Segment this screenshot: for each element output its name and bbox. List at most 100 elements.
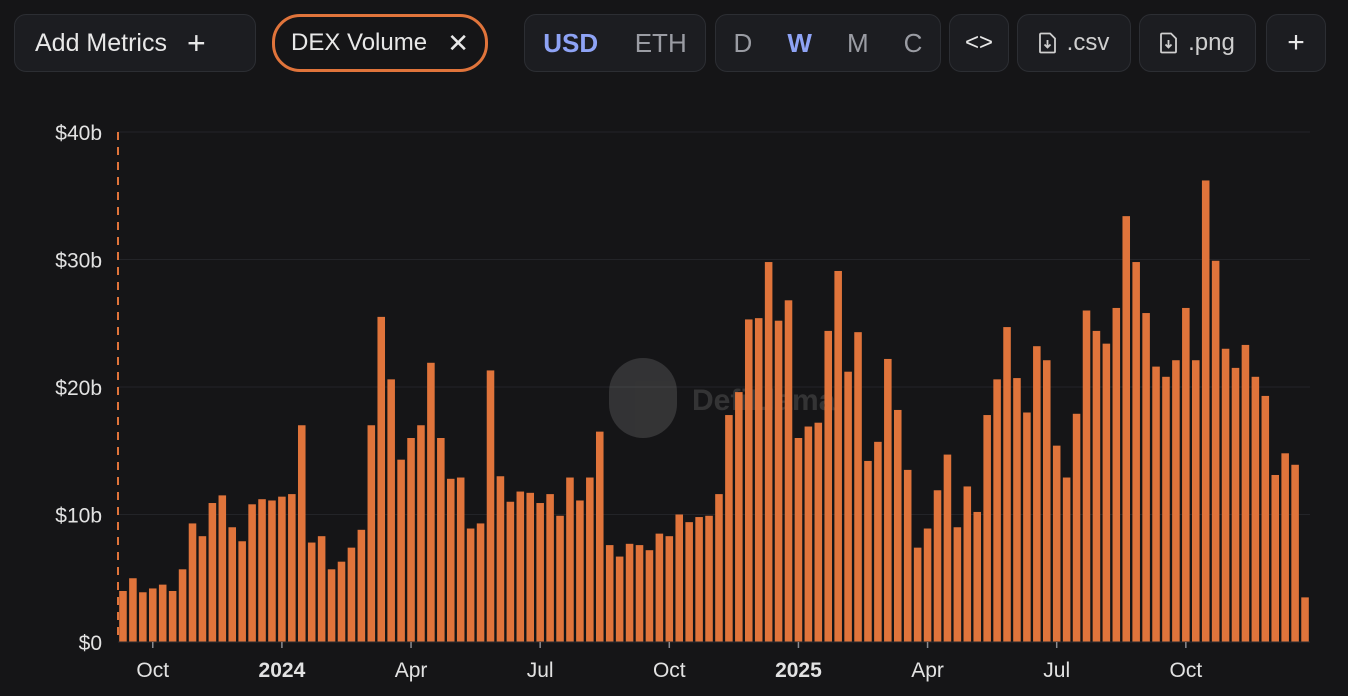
bar[interactable] [238, 541, 246, 642]
bar[interactable] [208, 503, 217, 642]
currency-option-usd[interactable]: USD [543, 27, 599, 58]
bar[interactable] [248, 504, 256, 642]
bar[interactable] [943, 454, 952, 642]
bar[interactable] [1033, 346, 1041, 642]
bar[interactable] [446, 478, 455, 642]
bar[interactable] [506, 501, 515, 642]
bar[interactable] [516, 491, 525, 642]
bar[interactable] [1112, 307, 1121, 642]
bar[interactable] [913, 547, 922, 642]
bar[interactable] [357, 529, 366, 642]
bar[interactable] [417, 425, 425, 642]
bar[interactable] [168, 591, 177, 642]
metric-chip-dex-volume[interactable]: DEX Volume ✕ [272, 14, 488, 72]
bar[interactable] [903, 469, 912, 643]
bar[interactable] [1291, 464, 1299, 642]
bar[interactable] [1122, 216, 1131, 642]
bar[interactable] [427, 362, 435, 642]
bar[interactable] [307, 542, 316, 642]
bar[interactable] [735, 392, 743, 642]
bar[interactable] [605, 545, 614, 642]
bar[interactable] [963, 486, 972, 642]
bar[interactable] [466, 528, 475, 642]
bar[interactable] [933, 490, 942, 642]
bar[interactable] [725, 415, 733, 642]
download-png-button[interactable]: .png [1139, 14, 1256, 72]
bar[interactable] [119, 591, 127, 642]
bar[interactable] [1052, 445, 1061, 642]
dex-volume-bar-chart[interactable]: DefiLlama $0 $10b $20b $30b $40b Oct 2024 Apr J… [0, 90, 1348, 696]
bar[interactable] [496, 476, 505, 642]
embed-code-button[interactable]: <> [949, 14, 1009, 72]
period-option-week[interactable]: W [787, 27, 812, 58]
bar[interactable] [1142, 313, 1150, 642]
bar[interactable] [675, 514, 684, 643]
bar[interactable] [615, 556, 624, 642]
bar[interactable] [1182, 307, 1190, 642]
bar[interactable] [1261, 395, 1270, 642]
bar[interactable] [1023, 412, 1031, 643]
bar[interactable] [1003, 327, 1011, 642]
bar[interactable] [397, 459, 405, 642]
bar[interactable] [884, 358, 892, 642]
bar[interactable] [1082, 310, 1091, 643]
bar[interactable] [953, 527, 962, 642]
bar[interactable] [297, 425, 306, 642]
bar[interactable] [1062, 477, 1071, 642]
bar[interactable] [1201, 180, 1210, 642]
bar[interactable] [456, 477, 465, 642]
bar[interactable] [774, 320, 783, 642]
bar[interactable] [754, 318, 763, 642]
bar[interactable] [814, 422, 823, 642]
bar[interactable] [1251, 376, 1260, 642]
bar[interactable] [526, 492, 535, 642]
bar[interactable] [1211, 260, 1220, 642]
bar[interactable] [347, 547, 356, 642]
bar[interactable] [536, 503, 544, 642]
add-metrics-button[interactable]: Add Metrics + [14, 14, 256, 72]
bar[interactable] [1132, 262, 1140, 642]
bar[interactable] [1092, 330, 1101, 642]
bar[interactable] [764, 262, 773, 642]
bar[interactable] [228, 527, 237, 642]
bar[interactable] [794, 438, 803, 642]
bar[interactable] [586, 477, 594, 642]
bar[interactable] [655, 533, 664, 643]
bar[interactable] [178, 569, 187, 642]
bar[interactable] [566, 477, 574, 642]
bar[interactable] [258, 499, 266, 642]
bar[interactable] [595, 431, 604, 643]
bar[interactable] [1152, 366, 1160, 642]
bar[interactable] [1221, 348, 1230, 642]
bar[interactable] [695, 517, 703, 642]
period-option-month[interactable]: M [846, 27, 869, 58]
bar[interactable] [1191, 360, 1200, 642]
bar[interactable] [1162, 376, 1170, 642]
bar[interactable] [387, 379, 395, 642]
bar[interactable] [874, 441, 882, 642]
bar[interactable] [973, 511, 982, 642]
bar[interactable] [218, 495, 227, 643]
bar[interactable] [983, 415, 991, 642]
bar[interactable] [377, 316, 386, 643]
currency-option-eth[interactable]: ETH [634, 27, 687, 58]
more-options-button[interactable]: + [1266, 14, 1326, 72]
close-icon[interactable]: ✕ [447, 27, 469, 58]
bar[interactable] [327, 569, 336, 642]
bar[interactable] [367, 425, 376, 642]
bar[interactable] [1072, 413, 1081, 642]
bar[interactable] [576, 500, 584, 642]
bar[interactable] [824, 330, 833, 642]
bar[interactable] [1042, 360, 1051, 642]
bar[interactable] [784, 300, 793, 642]
bar[interactable] [1231, 367, 1240, 643]
bar[interactable] [188, 523, 197, 642]
bar[interactable] [407, 438, 415, 642]
bar[interactable] [993, 379, 1001, 642]
bar[interactable] [854, 332, 862, 642]
bar[interactable] [864, 460, 872, 642]
bar[interactable] [685, 522, 693, 642]
bar[interactable] [317, 536, 326, 642]
bar[interactable] [278, 496, 286, 642]
bar[interactable] [268, 500, 276, 642]
